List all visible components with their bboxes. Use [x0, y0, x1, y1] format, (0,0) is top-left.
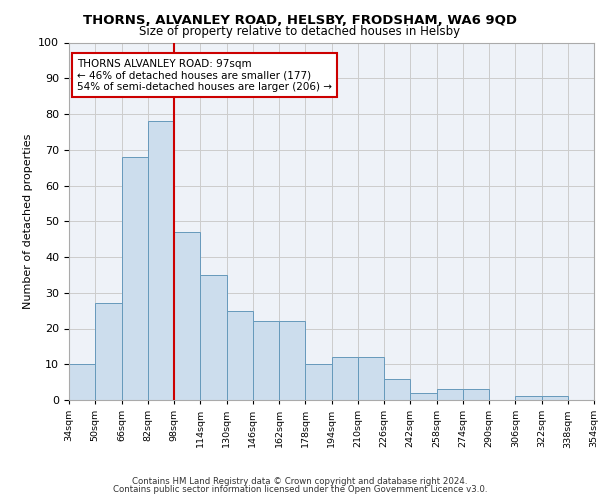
Bar: [200, 275, 227, 400]
Bar: [148, 121, 174, 400]
Bar: [410, 393, 437, 400]
Text: Contains public sector information licensed under the Open Government Licence v3: Contains public sector information licen…: [113, 485, 487, 494]
Bar: [463, 390, 489, 400]
Bar: [121, 157, 148, 400]
Bar: [95, 304, 121, 400]
Text: THORNS, ALVANLEY ROAD, HELSBY, FRODSHAM, WA6 9QD: THORNS, ALVANLEY ROAD, HELSBY, FRODSHAM,…: [83, 14, 517, 27]
Y-axis label: Number of detached properties: Number of detached properties: [23, 134, 33, 309]
Bar: [358, 357, 384, 400]
Bar: [331, 357, 358, 400]
Bar: [305, 364, 331, 400]
Bar: [174, 232, 200, 400]
Bar: [515, 396, 542, 400]
Bar: [384, 378, 410, 400]
Text: Contains HM Land Registry data © Crown copyright and database right 2024.: Contains HM Land Registry data © Crown c…: [132, 477, 468, 486]
Bar: [227, 310, 253, 400]
Bar: [437, 390, 463, 400]
Bar: [279, 322, 305, 400]
Bar: [253, 322, 279, 400]
Text: Size of property relative to detached houses in Helsby: Size of property relative to detached ho…: [139, 25, 461, 38]
Text: THORNS ALVANLEY ROAD: 97sqm
← 46% of detached houses are smaller (177)
54% of se: THORNS ALVANLEY ROAD: 97sqm ← 46% of det…: [77, 58, 332, 92]
Bar: [542, 396, 568, 400]
Bar: [69, 364, 95, 400]
